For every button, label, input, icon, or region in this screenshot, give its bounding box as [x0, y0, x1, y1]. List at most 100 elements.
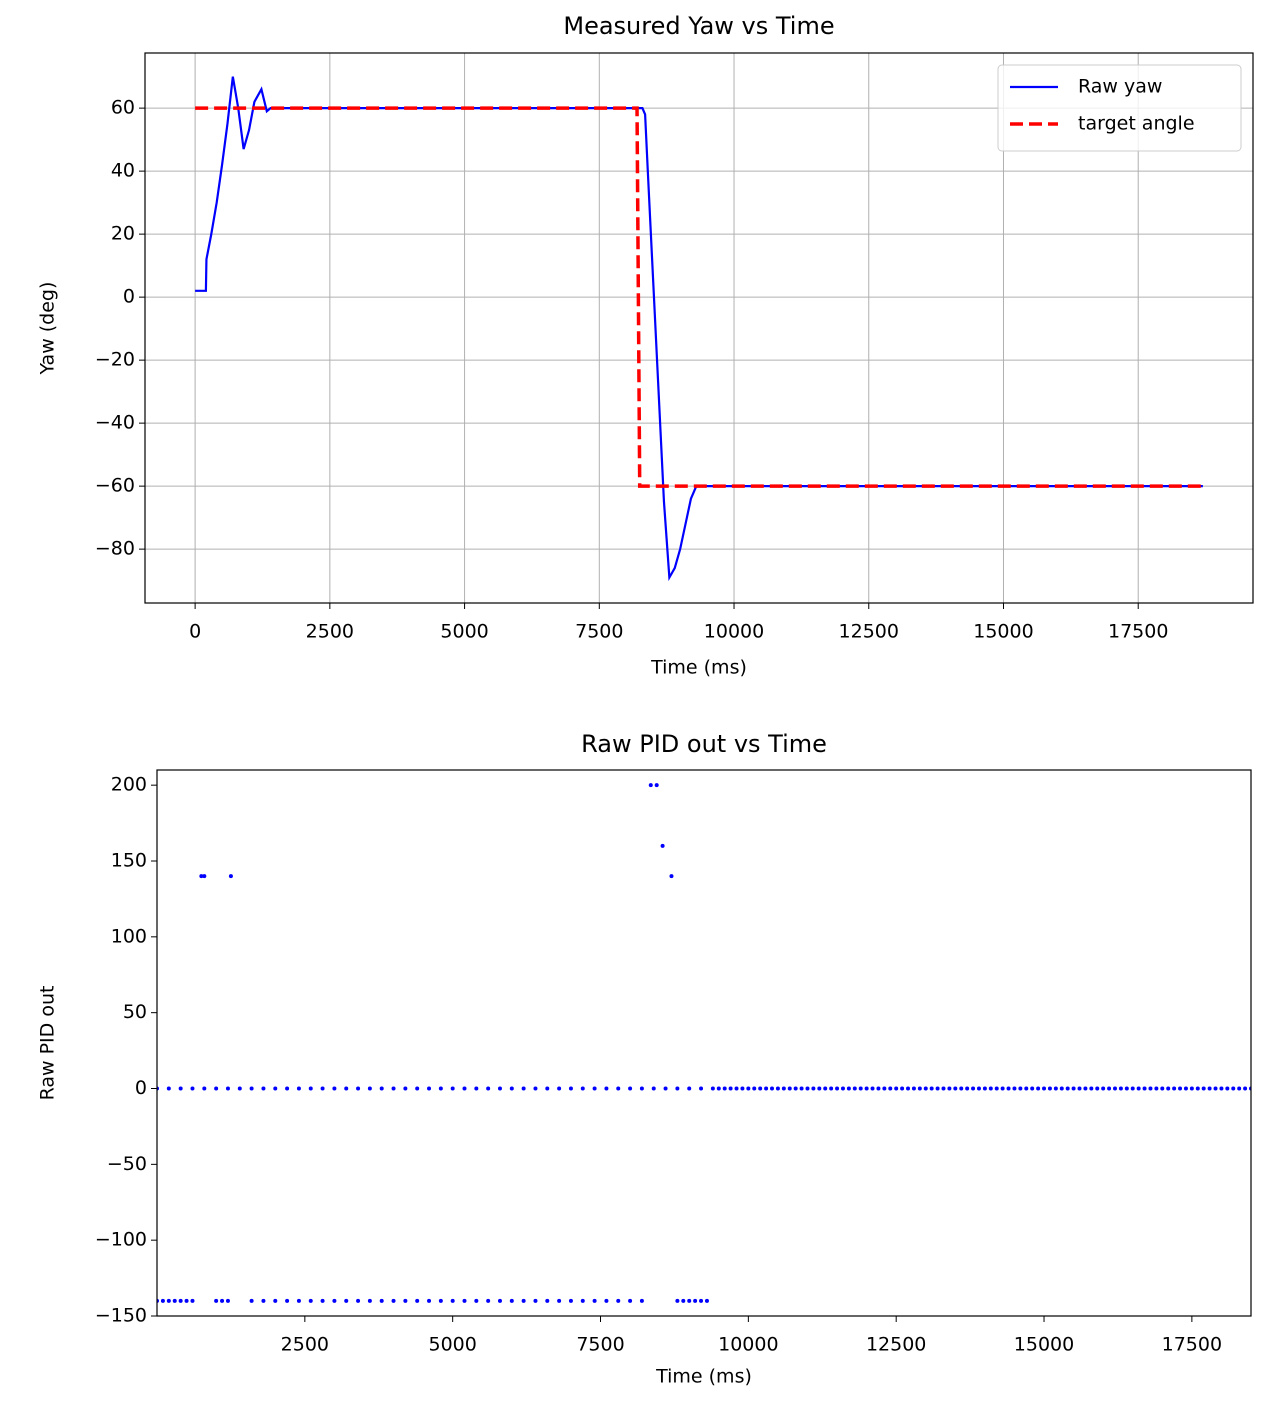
y-tick-label: 40 [111, 160, 135, 182]
x-tick-label: 2500 [306, 621, 354, 643]
scatter-point [580, 1298, 585, 1303]
scatter-point [391, 1086, 396, 1091]
scatter-point [917, 1086, 922, 1091]
scatter-point [225, 1298, 230, 1303]
y-tick-label: 150 [111, 850, 147, 872]
scatter-point [379, 1086, 384, 1091]
x-tick-label: 5000 [428, 1334, 476, 1356]
y-axis-label: Yaw (deg) [37, 282, 59, 376]
x-tick-label: 7500 [575, 621, 623, 643]
scatter-point [450, 1086, 455, 1091]
scatter-point [462, 1086, 467, 1091]
scatter-point [1006, 1086, 1011, 1091]
scatter-point [178, 1086, 183, 1091]
scatter-point [1183, 1086, 1188, 1091]
scatter-point [509, 1298, 514, 1303]
scatter-point [545, 1298, 550, 1303]
scatter-point [1053, 1086, 1058, 1091]
scatter-point [427, 1086, 432, 1091]
scatter-point [172, 1298, 177, 1303]
x-tick-label: 10000 [704, 621, 764, 643]
x-tick-label: 0 [189, 621, 201, 643]
scatter-point [1225, 1086, 1230, 1091]
scatter-point [823, 1086, 828, 1091]
scatter-point [332, 1298, 337, 1303]
scatter-point [415, 1086, 420, 1091]
scatter-point [320, 1298, 325, 1303]
scatter-point [988, 1086, 993, 1091]
scatter-point [178, 1298, 183, 1303]
scatter-point [403, 1086, 408, 1091]
scatter-point [669, 874, 674, 879]
scatter-point [858, 1086, 863, 1091]
scatter-point [344, 1298, 349, 1303]
scatter-point [687, 1298, 692, 1303]
scatter-point [1166, 1086, 1171, 1091]
scatter-point [787, 1086, 792, 1091]
scatter-point [509, 1086, 514, 1091]
chart-title: Raw PID out vs Time [581, 730, 827, 758]
scatter-point [817, 1086, 822, 1091]
scatter-point [273, 1086, 278, 1091]
x-tick-label: 12500 [839, 621, 899, 643]
scatter-point [628, 1298, 633, 1303]
scatter-point [202, 874, 207, 879]
x-tick-label: 15000 [973, 621, 1033, 643]
scatter-point [1047, 1086, 1052, 1091]
scatter-point [982, 1086, 987, 1091]
scatter-point [160, 1298, 165, 1303]
x-tick-label: 5000 [440, 621, 488, 643]
scatter-point [639, 1086, 644, 1091]
scatter-point [704, 1298, 709, 1303]
scatter-point [545, 1086, 550, 1091]
y-tick-label: −60 [95, 475, 135, 497]
scatter-point [249, 1086, 254, 1091]
scatter-point [663, 1086, 668, 1091]
scatter-point [166, 1298, 171, 1303]
scatter-point [616, 1298, 621, 1303]
x-tick-label: 7500 [576, 1334, 624, 1356]
legend-box [997, 64, 1242, 152]
y-tick-label: −80 [95, 538, 135, 560]
scatter-point [521, 1298, 526, 1303]
scatter-point [438, 1086, 443, 1091]
scatter-point [1219, 1086, 1224, 1091]
scatter-point [734, 1086, 739, 1091]
legend: Raw yaw target angle [997, 64, 1242, 152]
scatter-point [829, 1086, 834, 1091]
scatter-point [699, 1298, 704, 1303]
scatter-point [1089, 1086, 1094, 1091]
scatter-point [639, 1298, 644, 1303]
scatter-point [852, 1086, 857, 1091]
scatter-point [1148, 1086, 1153, 1091]
scatter-point [474, 1298, 479, 1303]
scatter-point [1172, 1086, 1177, 1091]
scatter-point [285, 1298, 290, 1303]
scatter-point [1077, 1086, 1082, 1091]
x-tick-label: 10000 [718, 1334, 778, 1356]
scatter-point [1030, 1086, 1035, 1091]
scatter-point [811, 1086, 816, 1091]
scatter-point [220, 1298, 225, 1303]
scatter-point [1083, 1086, 1088, 1091]
scatter-point [308, 1086, 313, 1091]
scatter-point [356, 1298, 361, 1303]
scatter-point [675, 1298, 680, 1303]
scatter-point [770, 1086, 775, 1091]
scatter-point [296, 1298, 301, 1303]
scatter-point [728, 1086, 733, 1091]
scatter-point [356, 1086, 361, 1091]
scatter-point [202, 1086, 207, 1091]
scatter-point [651, 1086, 656, 1091]
y-tick-label: 60 [111, 97, 135, 119]
y-axis-label: Raw PID out [37, 986, 59, 1101]
scatter-point [367, 1086, 372, 1091]
scatter-point [379, 1298, 384, 1303]
scatter-point [427, 1298, 432, 1303]
scatter-point [486, 1086, 491, 1091]
scatter-point [1124, 1086, 1129, 1091]
x-axis-label: Time (ms) [650, 657, 747, 679]
y-tick-label: −150 [95, 1305, 147, 1327]
scatter-point [249, 1298, 254, 1303]
scatter-point [521, 1086, 526, 1091]
